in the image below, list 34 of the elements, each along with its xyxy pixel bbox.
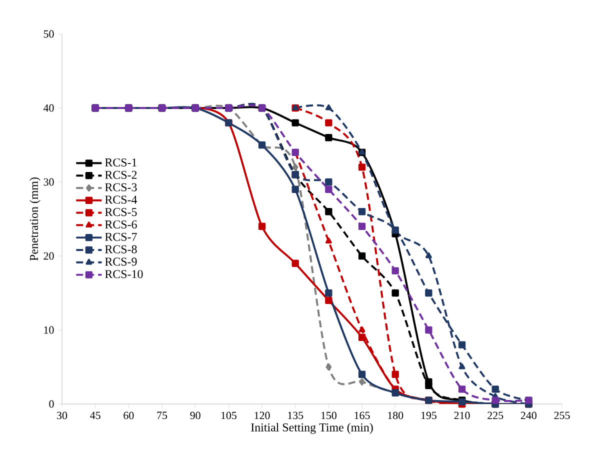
legend-label: RCS-4 [105, 196, 138, 204]
legend-label: RCS-5 [105, 208, 137, 216]
legend-label: RCS-9 [105, 258, 137, 266]
y-tick-label: 0 [49, 400, 54, 408]
x-tick-label: 135 [288, 412, 304, 420]
legend-label: RCS-7 [105, 232, 137, 241]
y-tick-label: 30 [44, 178, 54, 186]
x-tick-label: 75 [157, 412, 168, 420]
x-tick-label: 30 [57, 412, 68, 420]
y-tick-label: 20 [44, 252, 54, 260]
x-tick-label: 60 [124, 412, 134, 420]
legend-label: RCS-8 [105, 245, 137, 254]
x-tick-label: 210 [454, 412, 470, 420]
x-tick-label: 90 [190, 412, 200, 420]
legend-label: RCS-6 [105, 220, 137, 228]
x-tick-label: 120 [254, 412, 270, 420]
legend-label: RCS-10 [105, 270, 143, 278]
x-tick-label: 45 [90, 412, 100, 420]
legend-label: RCS-1 [105, 158, 137, 166]
legend-label: RCS-2 [105, 170, 137, 179]
y-tick-label: 50 [44, 30, 54, 38]
y-tick-label: 40 [43, 104, 54, 112]
x-tick-label: 165 [354, 412, 370, 420]
legend-label: RCS-3 [105, 183, 137, 192]
x-axis-title: Initial Setting Time (min) [251, 423, 373, 434]
x-tick-label: 180 [388, 412, 404, 420]
x-tick-label: 240 [520, 412, 536, 420]
y-tick-label: 10 [44, 326, 54, 334]
x-tick-label: 105 [221, 412, 236, 420]
x-tick-label: 255 [554, 412, 570, 420]
y-axis-title: Penetration (mm) [30, 178, 40, 261]
x-tick-label: 195 [421, 412, 436, 420]
x-tick-label: 225 [488, 412, 504, 420]
x-tick-label: 150 [321, 412, 336, 420]
